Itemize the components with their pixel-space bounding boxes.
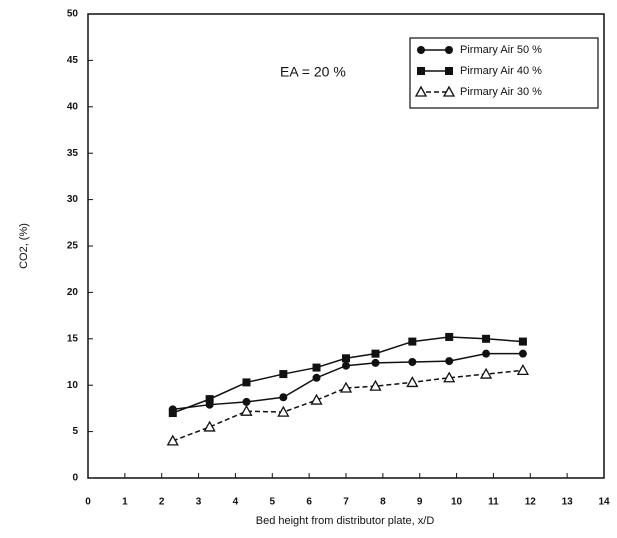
- data-point: [406, 376, 419, 388]
- data-point: [371, 349, 380, 358]
- y-tick-label: 10: [67, 380, 79, 391]
- y-tick-label: 40: [67, 101, 79, 112]
- data-point: [518, 337, 527, 346]
- y-tick-label: 25: [67, 241, 79, 252]
- legend-marker: [445, 67, 453, 75]
- data-point: [443, 371, 456, 383]
- data-point: [518, 349, 527, 358]
- x-tick-label: 10: [451, 497, 463, 508]
- y-tick-label: 45: [67, 55, 79, 66]
- series-line: [172, 369, 523, 442]
- y-tick-label: 5: [72, 426, 78, 437]
- data-point: [279, 393, 288, 402]
- x-tick-label: 13: [562, 497, 574, 508]
- y-tick-label: 0: [72, 473, 78, 484]
- data-point: [369, 379, 382, 391]
- data-point: [312, 373, 321, 382]
- data-point: [516, 364, 530, 376]
- data-point: [482, 349, 491, 358]
- data-point: [482, 334, 491, 343]
- legend-marker: [417, 46, 425, 54]
- data-point: [342, 354, 350, 363]
- legend-marker: [414, 85, 428, 97]
- legend-marker: [417, 67, 425, 75]
- x-tick-label: 2: [159, 497, 165, 508]
- x-tick-label: 0: [85, 497, 91, 508]
- legend-marker: [442, 85, 456, 97]
- x-tick-label: 12: [525, 497, 537, 508]
- y-tick-label: 15: [67, 333, 79, 344]
- x-tick-label: 11: [488, 497, 499, 508]
- annotation: EA = 20 %: [280, 64, 346, 80]
- x-tick-label: 3: [196, 497, 202, 508]
- x-tick-label: 4: [233, 497, 239, 508]
- data-point: [479, 367, 493, 379]
- data-point: [312, 363, 321, 372]
- data-point: [371, 358, 380, 367]
- data-point: [242, 397, 251, 406]
- x-tick-label: 6: [306, 497, 312, 508]
- x-tick-label: 9: [417, 497, 423, 508]
- data-point: [408, 337, 417, 346]
- x-tick-label: 14: [598, 497, 610, 508]
- data-point: [242, 378, 251, 387]
- data-point: [279, 370, 288, 379]
- y-tick-label: 20: [67, 287, 79, 298]
- data-point: [408, 358, 417, 366]
- data-point: [445, 332, 454, 341]
- data-point: [445, 357, 454, 366]
- y-axis-label: CO2, (%): [18, 223, 30, 269]
- x-tick-label: 8: [380, 497, 386, 508]
- y-tick-label: 30: [67, 194, 79, 205]
- legend-label: Pirmary Air 40 %: [460, 65, 542, 77]
- data-point: [240, 404, 253, 416]
- data-point: [203, 420, 216, 432]
- data-point: [310, 393, 323, 405]
- legend-box: [409, 37, 599, 109]
- data-point: [277, 405, 290, 417]
- data-point: [342, 361, 350, 370]
- legend-label: Pirmary Air 50 %: [460, 44, 542, 56]
- data-point: [168, 409, 177, 418]
- x-tick-label: 7: [343, 497, 349, 508]
- data-point: [166, 434, 179, 446]
- y-tick-label: 50: [67, 9, 79, 20]
- x-tick-label: 5: [270, 497, 276, 508]
- legend-label: Pirmary Air 30 %: [460, 86, 542, 98]
- data-point: [339, 381, 353, 393]
- x-tick-label: 1: [122, 497, 128, 508]
- data-point: [205, 395, 214, 404]
- legend-marker: [445, 46, 453, 54]
- y-tick-label: 35: [67, 148, 79, 159]
- x-axis-label: Bed height from distributor plate, x/D: [256, 515, 435, 527]
